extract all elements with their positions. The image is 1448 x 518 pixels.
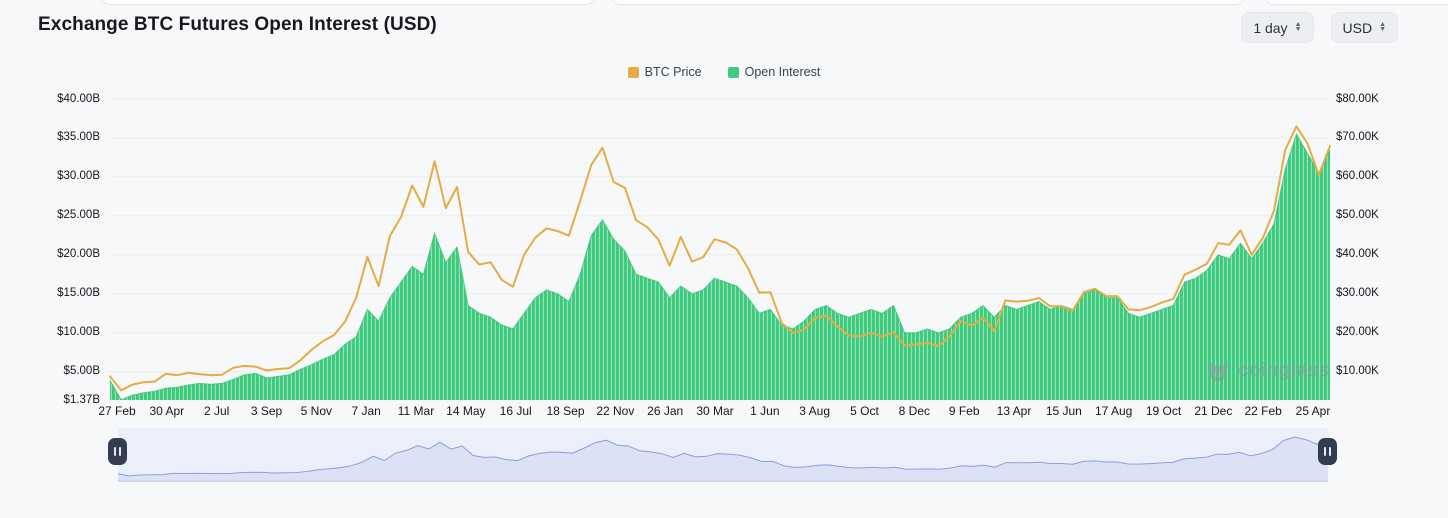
- y-left-tick-label: $1.37B: [63, 393, 100, 406]
- x-tick-label: 26 Jan: [647, 404, 684, 418]
- y-right-tick-label: $70.00K: [1336, 131, 1379, 144]
- legend-label: Open Interest: [744, 65, 821, 79]
- y-right-tick-label: $30.00K: [1336, 287, 1379, 300]
- x-tick-label: 11 Mar: [397, 404, 435, 418]
- legend-marker-icon: [627, 66, 639, 78]
- x-tick-label: 15 Jun: [1045, 404, 1082, 418]
- x-tick-label: 1 Jun: [750, 404, 780, 418]
- x-axis: 27 Feb 30 Apr 2 Jul 3 Sep 5 Nov 7 Jan 11 Mar 14…: [0, 404, 1448, 420]
- chevron-up-down-icon: ▲ ▼: [1379, 21, 1386, 33]
- y-left-tick-label: $30.00B: [57, 170, 100, 183]
- legend-item-open-interest[interactable]: Open Interest: [727, 65, 821, 79]
- timeframe-value: 1 day: [1253, 19, 1288, 36]
- y-left-tick-label: $40.00B: [57, 92, 100, 105]
- x-tick-label: 17 Aug: [1094, 404, 1133, 418]
- x-tick-label: 25 Apr: [1295, 404, 1331, 418]
- y-right-tick-label: $50.00K: [1336, 209, 1379, 222]
- y-right-tick-label: $60.00K: [1336, 170, 1379, 183]
- x-tick-label: 5 Nov: [300, 404, 333, 418]
- y-left-tick-label: $5.00B: [63, 365, 100, 378]
- currency-value: USD: [1342, 19, 1373, 36]
- x-tick-label: 22 Feb: [1244, 404, 1282, 418]
- x-tick-label: 30 Apr: [149, 404, 185, 418]
- y-right-tick-label: $20.00K: [1336, 326, 1379, 339]
- y-left-tick-label: $10.00B: [57, 326, 100, 339]
- x-tick-label: 14 May: [446, 404, 486, 418]
- x-tick-label: 3 Sep: [250, 404, 283, 418]
- x-tick-label: 19 Oct: [1145, 404, 1182, 418]
- x-tick-label: 3 Aug: [799, 404, 831, 418]
- chevron-up-down-icon: ▲ ▼: [1294, 21, 1302, 33]
- y-axis-right: $80.00K $70.00K $60.00K $50.00K $40.00K $30.0…: [1336, 0, 1446, 420]
- x-tick-label: 5 Oct: [850, 404, 879, 418]
- legend-label: BTC Price: [644, 65, 702, 79]
- y-right-tick-label: $40.00K: [1336, 248, 1379, 261]
- legend-marker-icon: [727, 66, 739, 78]
- x-tick-label: 18 Sep: [546, 404, 585, 418]
- y-right-tick-label: $80.00K: [1336, 92, 1379, 105]
- y-left-tick-label: $15.00B: [57, 287, 100, 300]
- x-tick-label: 13 Apr: [996, 404, 1032, 418]
- x-tick-label: 7 Jan: [351, 404, 381, 418]
- timeframe-select[interactable]: 1 day ▲ ▼: [1241, 12, 1314, 43]
- y-right-tick-label: $10.00K: [1336, 365, 1379, 378]
- x-tick-label: 22 Nov: [596, 404, 635, 418]
- y-left-tick-label: $20.00B: [57, 248, 100, 261]
- x-tick-label: 9 Feb: [948, 404, 980, 418]
- currency-select[interactable]: USD ▲ ▼: [1330, 12, 1398, 43]
- y-axis-left: $40.00B $35.00B $30.00B $25.00B $20.00B $15.0…: [0, 0, 104, 420]
- x-tick-label: 30 Mar: [696, 404, 734, 418]
- x-tick-label: 8 Dec: [898, 404, 931, 418]
- navigator-left-handle[interactable]: [108, 438, 127, 465]
- x-tick-label: 16 Jul: [499, 404, 532, 418]
- chart-controls: 1 day ▲ ▼ USD ▲ ▼: [1241, 12, 1398, 43]
- x-tick-label: 2 Jul: [203, 404, 230, 418]
- legend-item-btc-price[interactable]: BTC Price: [627, 65, 702, 79]
- page-title: Exchange BTC Futures Open Interest (USD): [38, 14, 437, 35]
- x-tick-label: 27 Feb: [98, 404, 136, 418]
- navigator-right-handle[interactable]: [1318, 438, 1337, 465]
- x-tick-label: 21 Dec: [1194, 404, 1233, 418]
- y-left-tick-label: $25.00B: [57, 209, 100, 222]
- chart-legend: BTC Price Open Interest: [0, 65, 1448, 79]
- y-left-tick-label: $35.00B: [57, 131, 100, 144]
